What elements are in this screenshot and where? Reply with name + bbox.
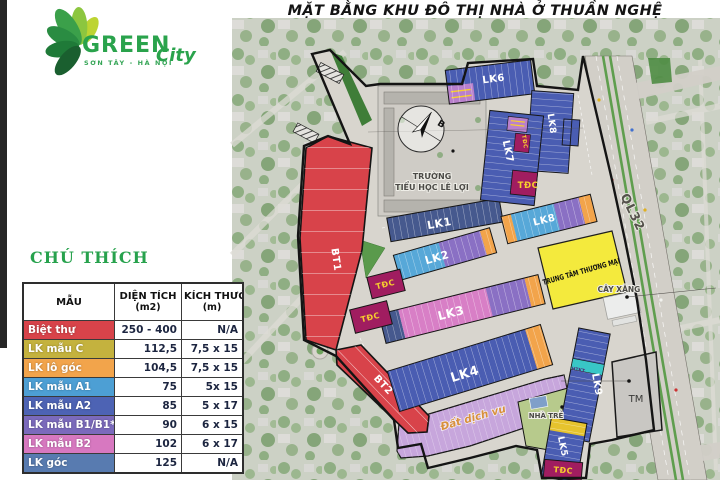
tm-parcel xyxy=(611,351,663,438)
block-lk1 xyxy=(386,197,504,243)
school-label-line1: TRƯỜNG xyxy=(413,170,452,181)
legend-row: Biệt thự 250 - 400 N/A xyxy=(22,320,244,340)
tdc-label-small: TĐC xyxy=(520,135,528,150)
lk1-label: LK1 xyxy=(426,215,453,232)
col-header-dientich-l1: DIỆN TÍCH xyxy=(119,291,177,302)
park-triangle xyxy=(359,239,386,279)
logo-script-text: City xyxy=(156,45,197,66)
lk7-label: LK7 xyxy=(500,139,515,163)
legend-swatch-lk-mau-a2: LK mẫu A2 xyxy=(22,396,115,416)
tdc-label-large: TĐC xyxy=(518,181,539,191)
col-header-mau: MẪU xyxy=(22,282,115,321)
legend-swatch-lk-mau-a1: LK mẫu A1 xyxy=(22,377,115,397)
lk9-label: LK9 xyxy=(589,372,604,396)
block-bt1 xyxy=(299,135,373,352)
logo: GREEN City SƠN TÂY - HÀ NỘI xyxy=(45,7,197,76)
logo-brand-text: GREEN xyxy=(82,33,170,58)
tdc-block-a xyxy=(366,268,406,300)
legend-row: LK lô góc 104,5 7,5 x 15 xyxy=(22,358,244,378)
legend-area: 104,5 xyxy=(114,358,182,378)
bridge-hatch-bottom xyxy=(292,122,320,144)
legend-heading: CHÚ THÍCH xyxy=(30,248,149,267)
school-le-loi xyxy=(377,85,487,217)
legend-header-row: MẪU DIỆN TÍCH (m2) KÍCH THƯỚC (m) xyxy=(22,282,244,321)
tdc-cell-small xyxy=(513,132,531,154)
green-strip xyxy=(331,52,372,126)
lk3-label: LK3 xyxy=(436,303,465,323)
page-title: MẶT BẰNG KHU ĐÔ THỊ NHÀ Ở THUẦN NGHỆ xyxy=(287,3,663,19)
htkt-cell xyxy=(570,358,605,376)
legend-area: 90 xyxy=(114,415,182,435)
lk6-label: LK6 xyxy=(482,73,506,87)
legend-row: LK mẫu A1 75 5x 15 xyxy=(22,377,244,397)
block-lk4 xyxy=(386,323,554,413)
htkt-label: HTKT xyxy=(571,366,586,375)
legend-size: N/A xyxy=(181,320,244,340)
legend-area: 125 xyxy=(114,453,182,474)
legend-row: LK mẫu C 112,5 7,5 x 15 xyxy=(22,339,244,359)
legend-size: 7,5 x 15 xyxy=(181,358,244,378)
legend-area: 112,5 xyxy=(114,339,182,359)
col-header-kichthuoc: KÍCH THƯỚC (m) xyxy=(181,282,244,321)
legend-table: MẪU DIỆN TÍCH (m2) KÍCH THƯỚC (m) Biệt t… xyxy=(22,282,244,474)
gas-station-building xyxy=(602,290,642,327)
legend-area: 75 xyxy=(114,377,182,397)
gas-station-label: CÂY XĂNG xyxy=(598,285,641,294)
block-lk9 xyxy=(557,327,611,443)
legend-size: 5x 15 xyxy=(181,377,244,397)
logo-leaves-icon xyxy=(45,7,99,76)
legend-row: LK mẫu A2 85 5 x 17 xyxy=(22,396,244,416)
block-lk7 xyxy=(479,109,545,207)
legend-size: 7,5 x 15 xyxy=(181,339,244,359)
col-header-kichthuoc-l1: KÍCH THƯỚC xyxy=(184,291,242,302)
tdc-cell-large xyxy=(509,169,539,198)
green-patch xyxy=(648,58,672,84)
compass: B xyxy=(397,105,446,153)
school-label-line2: TIỂU HỌC LÊ LỢI xyxy=(395,180,469,192)
legend-row: LK mẫu B2 102 6 x 17 xyxy=(22,434,244,454)
col-header-kichthuoc-l2: (m) xyxy=(202,302,222,313)
block-lk2 xyxy=(392,227,498,281)
legend-area: 85 xyxy=(114,396,182,416)
legend-row: LK mẫu B1/B1* 90 6 x 15 xyxy=(22,415,244,435)
logo-subtitle: SƠN TÂY - HÀ NỘI xyxy=(84,58,173,67)
legend-size: N/A xyxy=(181,453,244,474)
legend-swatch-lk-mau-b2: LK mẫu B2 xyxy=(22,434,115,454)
lk8-north-label: LK8 xyxy=(545,113,558,135)
legend-swatch-lk-lo-goc: LK lô góc xyxy=(22,358,115,378)
legend-swatch-lk-mau-b1: LK mẫu B1/B1* xyxy=(22,415,115,435)
tdc-label-lk5: TĐC xyxy=(553,465,573,476)
compass-north-label: B xyxy=(435,119,446,131)
median-green-strip xyxy=(601,55,678,480)
col-header-dientich-l2: (m2) xyxy=(135,302,161,313)
tm-label: TM xyxy=(628,394,644,405)
bt1-label: BT1 xyxy=(328,248,342,272)
kindergarten-label: NHÀ TRẺ xyxy=(529,410,564,420)
side-road-top xyxy=(630,66,720,100)
compass-needle xyxy=(420,112,432,138)
legend-area: 250 - 400 xyxy=(114,320,182,340)
legend-size: 5 x 17 xyxy=(181,396,244,416)
legend-swatch-biet-thu: Biệt thự xyxy=(22,320,115,340)
mall-block xyxy=(537,230,628,310)
lk8-south-label: LK8 xyxy=(532,213,557,229)
legend-swatch-lk-goc: LK góc xyxy=(22,453,115,474)
col-header-dientich: DIỆN TÍCH (m2) xyxy=(114,282,182,321)
block-bt2 xyxy=(335,344,430,434)
legend-size: 6 x 15 xyxy=(181,415,244,435)
lk5-label: LK5 xyxy=(555,436,569,458)
legend-swatch-lk-mau-c: LK mẫu C xyxy=(22,339,115,359)
tdc-block-b xyxy=(349,300,393,334)
plan-boundary-outline xyxy=(296,48,656,480)
block-lk6 xyxy=(444,59,536,105)
window-edge-bar xyxy=(0,0,7,348)
block-lk8-south xyxy=(500,193,598,245)
legend-row: LK góc 125 N/A xyxy=(22,453,244,474)
legend-area: 102 xyxy=(114,434,182,454)
legend-size: 6 x 17 xyxy=(181,434,244,454)
